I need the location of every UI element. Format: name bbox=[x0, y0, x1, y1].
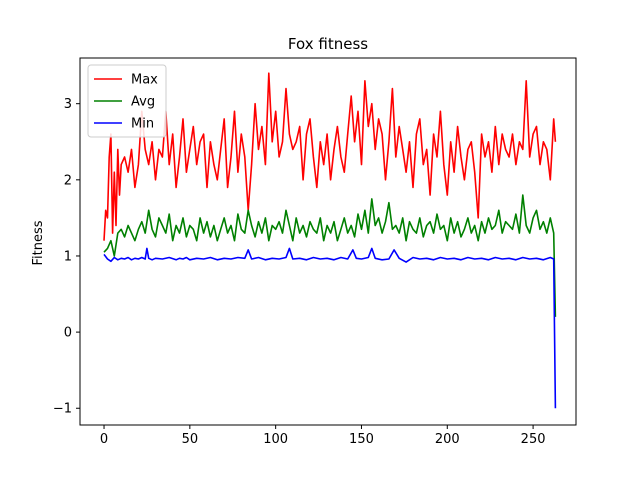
axes-frame bbox=[79, 57, 577, 426]
y-tick-label: −1 bbox=[53, 402, 72, 417]
y-tick-label: 3 bbox=[64, 97, 72, 112]
legend-label-min: Min bbox=[131, 117, 154, 132]
legend-box bbox=[87, 64, 167, 138]
legend-label-avg: Avg bbox=[131, 95, 155, 110]
x-tick-label: 100 bbox=[263, 432, 288, 447]
legend-label-max: Max bbox=[131, 73, 158, 88]
y-tick-label: 2 bbox=[64, 173, 72, 188]
y-axis-label: Fitness bbox=[31, 220, 46, 265]
series-line-avg bbox=[103, 194, 557, 317]
y-tick-label: 1 bbox=[64, 249, 72, 264]
x-tick-label: 250 bbox=[521, 432, 546, 447]
series-line-min bbox=[103, 247, 557, 409]
x-tick-label: 150 bbox=[349, 432, 374, 447]
x-tick-label: 200 bbox=[435, 432, 460, 447]
y-tick-label: 0 bbox=[64, 326, 72, 341]
x-tick-label: 50 bbox=[182, 432, 199, 447]
x-tick-label: 0 bbox=[100, 432, 108, 447]
chart-title: Fox fitness bbox=[288, 35, 368, 53]
